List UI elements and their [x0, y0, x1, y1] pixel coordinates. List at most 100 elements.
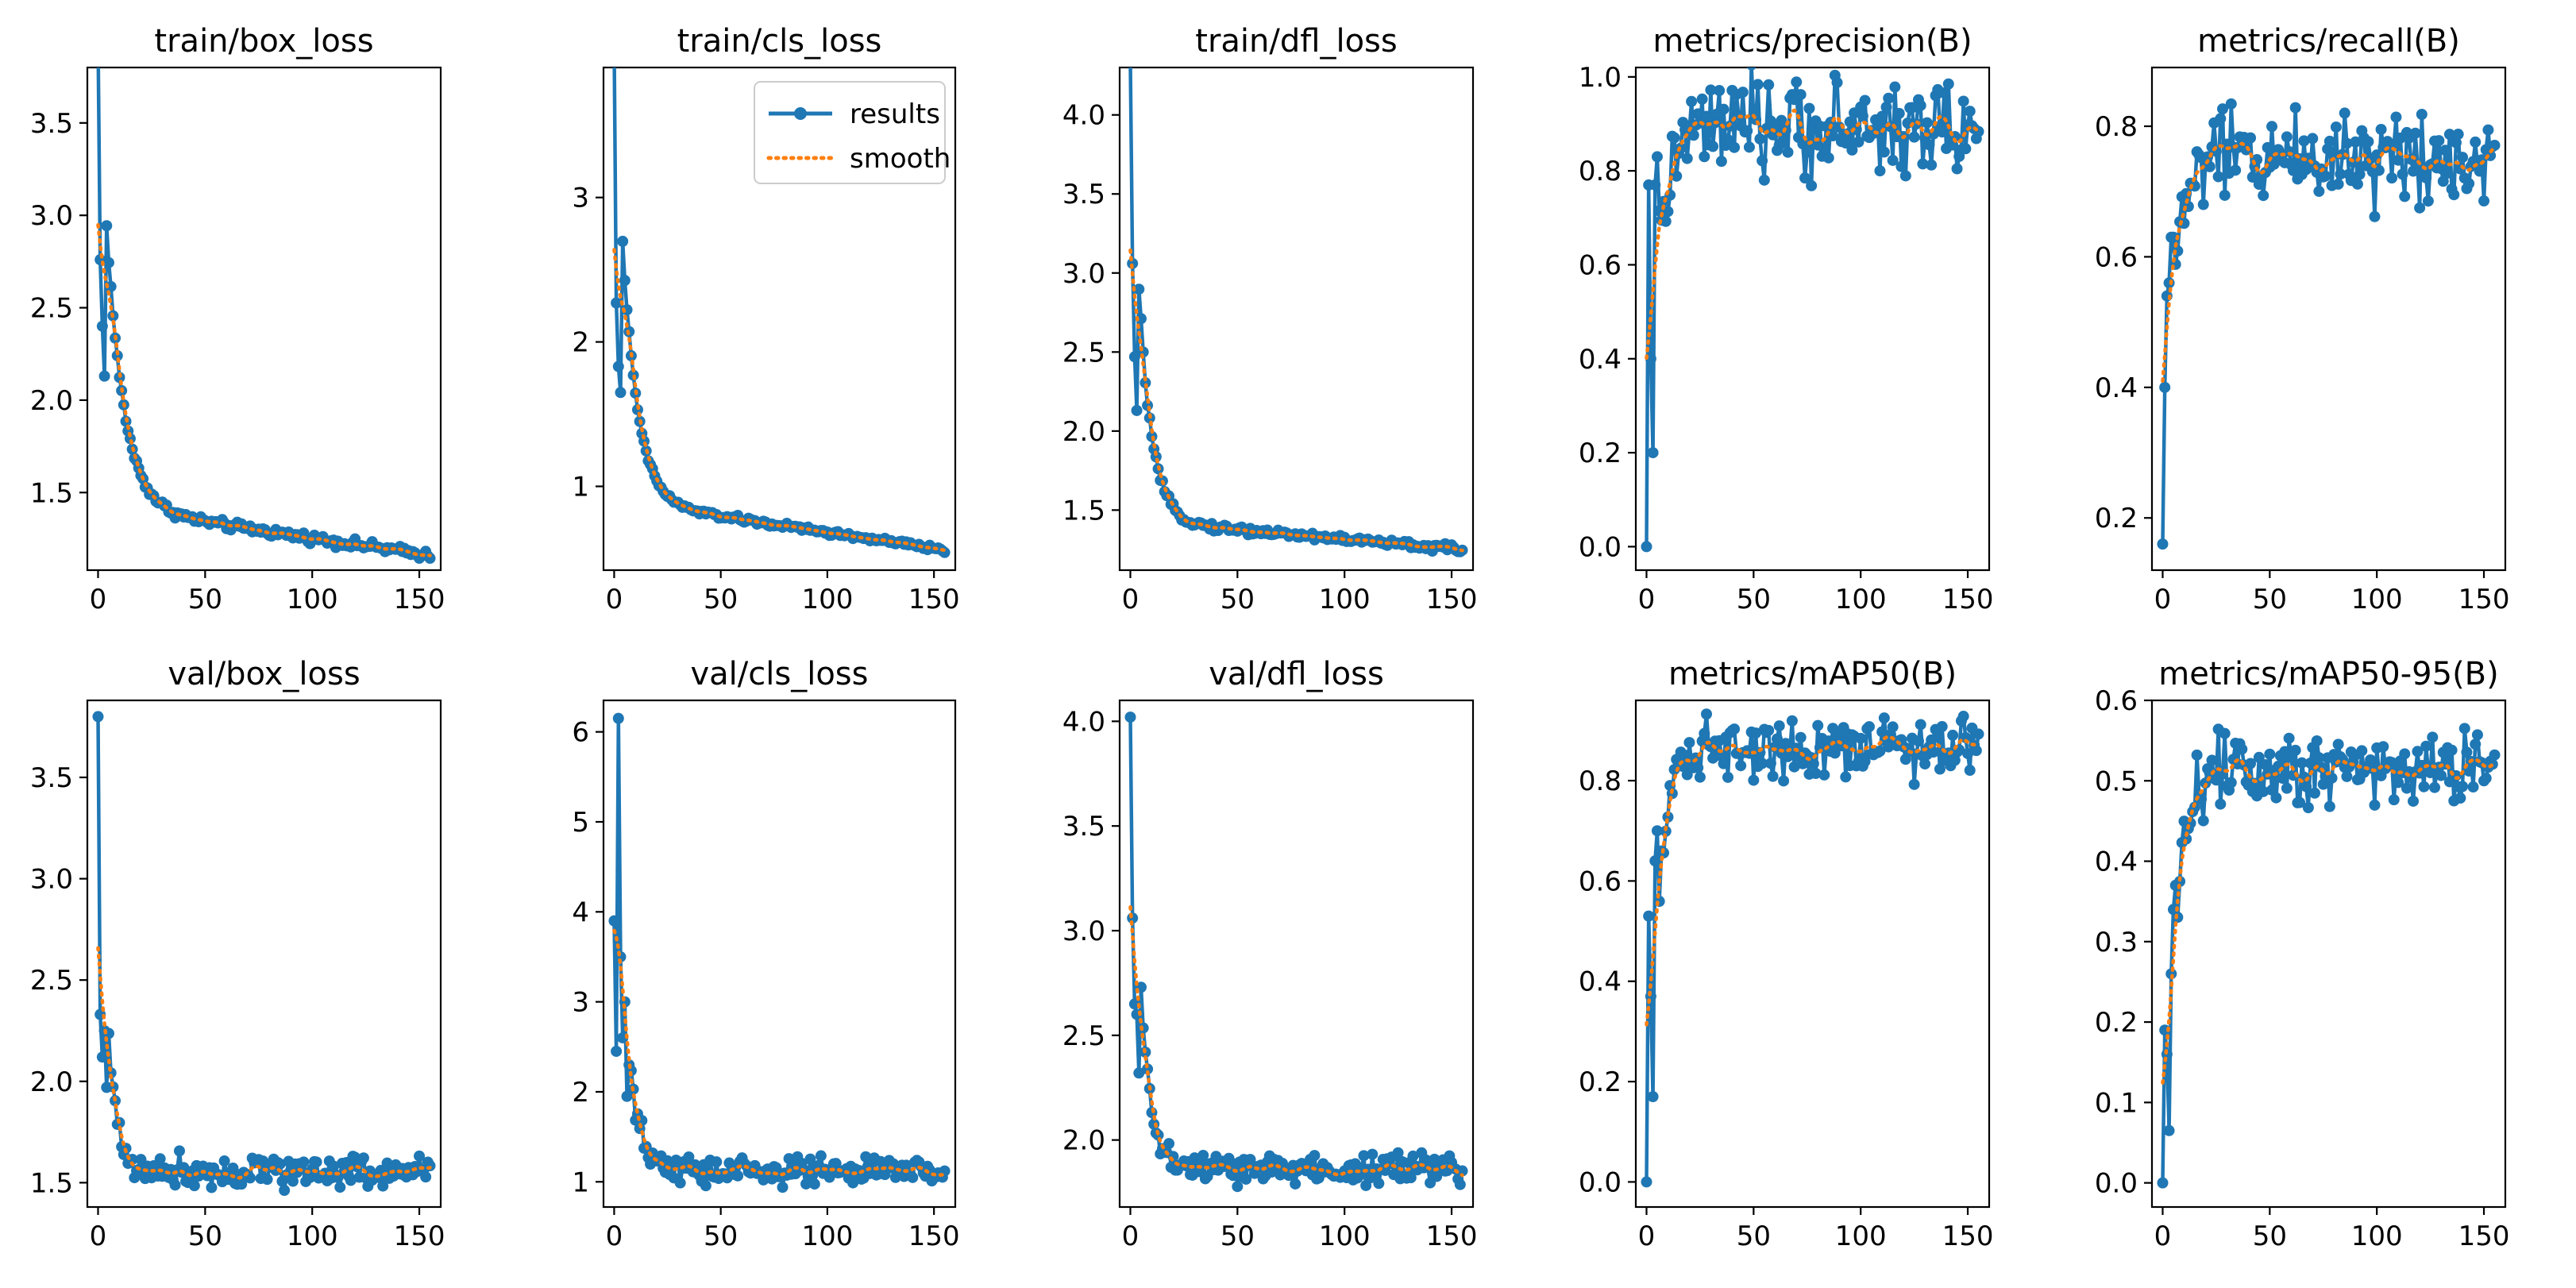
x-tick-label: 150 [1426, 1221, 1478, 1252]
results-point [188, 1180, 200, 1192]
results-point [2470, 136, 2482, 148]
x-tick-label: 100 [2351, 1221, 2403, 1252]
results-point [1878, 146, 1890, 158]
results-point [1786, 715, 1798, 727]
results-point [1782, 146, 1794, 158]
results-point [1887, 721, 1899, 733]
results-point [1662, 811, 1674, 823]
results-point [2467, 781, 2479, 793]
results-point [1683, 737, 1695, 749]
results-point [1763, 724, 1775, 736]
results-point [1812, 719, 1824, 731]
x-tick-label: 100 [1835, 584, 1887, 615]
results-point [2416, 109, 2428, 121]
results-point [2439, 145, 2451, 156]
x-tick-label: 0 [1638, 584, 1656, 615]
y-tick-label: 2.0 [1062, 416, 1105, 448]
y-tick-label: 3.5 [1062, 811, 1105, 843]
results-point [1668, 132, 1680, 144]
results-point [2288, 164, 2299, 176]
results-point [1163, 1138, 1175, 1150]
results-point [105, 1067, 117, 1079]
results-point [1863, 721, 1875, 733]
y-tick-label: 2.5 [30, 293, 73, 325]
results-point [2311, 735, 2323, 746]
y-tick-label: 2.0 [30, 1066, 73, 1098]
results-point [1705, 84, 1717, 96]
legend-smooth-label: smooth [850, 143, 951, 175]
results-point [612, 361, 624, 372]
results-point [1938, 87, 1950, 99]
chart-title: metrics/recall(B) [2197, 23, 2460, 60]
results-point [96, 320, 108, 332]
y-tick-label: 1.5 [30, 477, 73, 509]
results-point [377, 1180, 389, 1192]
x-tick-label: 50 [704, 1221, 738, 1252]
x-tick-label: 0 [2154, 1221, 2172, 1252]
results-point [711, 1156, 723, 1168]
results-point [1651, 825, 1663, 837]
results-point [1687, 129, 1699, 141]
results-point [1921, 117, 1933, 129]
x-tick-label: 100 [287, 584, 338, 615]
x-tick-label: 150 [394, 1221, 445, 1252]
results-point [2323, 135, 2335, 147]
results-point [2308, 787, 2320, 799]
results-point [1795, 731, 1807, 743]
chart-title: train/box_loss [154, 23, 373, 60]
chart-title: val/cls_loss [691, 656, 869, 692]
results-point [1133, 1067, 1145, 1079]
results-point [2351, 178, 2363, 190]
results-point [2452, 129, 2464, 141]
results-point [101, 220, 113, 232]
results-point [2307, 133, 2319, 145]
results-point [1757, 758, 1768, 769]
y-tick-label: 0.2 [2095, 503, 2138, 534]
results-point [1743, 747, 1755, 759]
y-tick-label: 1 [572, 1167, 589, 1198]
results-point [1758, 174, 1770, 186]
results-point [1942, 78, 1954, 90]
y-tick-label: 0.2 [1579, 438, 1622, 469]
y-tick-label: 1.0 [1579, 62, 1622, 94]
results-point [169, 1179, 181, 1191]
y-tick-label: 1.5 [1062, 495, 1105, 526]
x-tick-label: 0 [90, 584, 107, 615]
x-tick-label: 150 [2458, 1221, 2510, 1252]
results-point [1911, 118, 1922, 130]
y-tick-label: 3.5 [30, 762, 73, 794]
results-point [2163, 277, 2175, 289]
x-tick-label: 50 [1221, 584, 1255, 615]
results-point [1810, 767, 1822, 779]
results-point [1962, 747, 1974, 759]
chart-title: metrics/mAP50(B) [1668, 656, 1957, 692]
axes-frame [1634, 66, 1991, 572]
results-point [1671, 170, 1683, 182]
y-tick-label: 2.5 [30, 965, 73, 997]
smooth-series-line [2161, 141, 2497, 384]
results-point [2457, 781, 2469, 792]
results-point [1923, 139, 1935, 151]
y-tick-label: 4 [572, 897, 589, 928]
results-point [2236, 743, 2248, 755]
chart-title: metrics/precision(B) [1652, 23, 1972, 60]
x-tick-label: 150 [1942, 1221, 1994, 1252]
results-point [1829, 747, 1841, 759]
results-point [1876, 110, 1888, 122]
x-tick-label: 50 [1221, 1221, 1255, 1252]
results-point [2470, 738, 2482, 750]
y-tick-label: 4.0 [1062, 706, 1105, 738]
results-point [1844, 116, 1856, 128]
chart-panel: metrics/precision(B) 0 50 100 150 0.0 0.2 0.4 0.… [1579, 23, 1994, 615]
results-point [2365, 754, 2377, 766]
x-tick-label: 100 [1319, 1221, 1371, 1252]
results-point [1915, 719, 1926, 731]
smooth-series-line [96, 222, 432, 557]
results-point [2326, 772, 2338, 784]
results-point [1806, 179, 1818, 191]
results-point [619, 275, 631, 287]
y-tick-label: 0.4 [2095, 846, 2138, 878]
results-point [2471, 729, 2483, 741]
results-point [1908, 778, 1920, 790]
results-point [2313, 752, 2325, 764]
